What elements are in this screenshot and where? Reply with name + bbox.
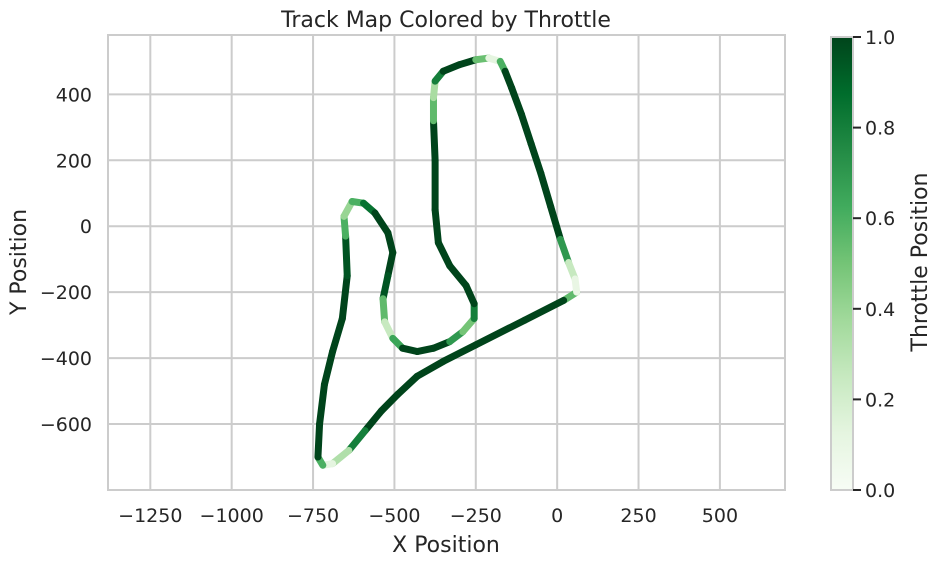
track-segment <box>508 84 525 118</box>
x-tick-label: −500 <box>368 505 420 527</box>
track-path <box>314 54 581 469</box>
track-segment <box>434 239 454 270</box>
track-segment <box>446 262 470 290</box>
track-segment <box>429 117 439 164</box>
colorbar-tick-label: 0.0 <box>865 480 895 502</box>
y-tick-label: −400 <box>40 348 92 370</box>
x-tick-label: −1000 <box>200 505 264 527</box>
x-axis-label: X Position <box>392 533 500 558</box>
track-segment <box>394 372 421 398</box>
y-tick-label: −600 <box>40 414 92 436</box>
chart-title: Track Map Colored by Throttle <box>280 8 611 33</box>
track-segment <box>361 407 385 435</box>
colorbar-tick-label: 0.2 <box>865 389 895 411</box>
track-segment <box>413 357 447 380</box>
x-tick-label: 0 <box>551 505 563 527</box>
colorbar-tick-label: 0.6 <box>865 208 895 230</box>
colorbar-label: Throttle Position <box>908 173 933 353</box>
colorbar-tick-label: 1.0 <box>865 27 895 49</box>
y-tick-label: 400 <box>56 84 92 106</box>
x-tick-labels: −1250 −1000 −750 −500 −250 0 250 500 <box>118 505 738 527</box>
track-segment <box>314 420 324 461</box>
y-tick-label: −200 <box>40 282 92 304</box>
track-segment <box>379 295 389 326</box>
colorbar-tick-label: 0.8 <box>865 118 895 140</box>
track-segment <box>329 315 346 356</box>
track-segment <box>431 206 442 247</box>
track-segment <box>571 275 581 296</box>
track-segment <box>342 232 351 280</box>
colorbar-tick-label: 0.4 <box>865 299 895 321</box>
track-segment <box>517 110 535 148</box>
y-tick-label: 0 <box>80 216 92 238</box>
grid <box>108 35 785 490</box>
track-segment <box>439 341 480 365</box>
x-tick-label: 250 <box>620 505 656 527</box>
x-tick-label: −250 <box>450 505 502 527</box>
track-segment <box>345 427 369 454</box>
track-segment <box>537 169 555 210</box>
track-segment <box>521 296 568 324</box>
x-tick-label: −750 <box>287 505 339 527</box>
track-segment <box>377 390 402 415</box>
track-segment <box>556 235 573 266</box>
track-segment <box>320 348 337 388</box>
track-segment <box>547 202 564 243</box>
track-segment <box>384 249 397 280</box>
colorbar-ticks: 0.0 0.2 0.4 0.6 0.8 1.0 <box>853 27 895 502</box>
colorbar <box>830 36 854 491</box>
x-tick-label: −1250 <box>118 505 182 527</box>
y-tick-label: 200 <box>56 150 92 172</box>
track-segment <box>371 209 392 237</box>
y-tick-labels: −600 −400 −200 0 200 400 <box>40 84 92 436</box>
track-segment <box>338 272 351 323</box>
track-segment <box>472 316 529 349</box>
track-segment <box>316 380 328 428</box>
y-axis-label: Y Position <box>7 209 32 316</box>
track-segment <box>379 272 392 303</box>
plot-frame <box>107 34 786 491</box>
x-tick-label: 500 <box>702 505 738 527</box>
track-segment <box>527 140 545 177</box>
